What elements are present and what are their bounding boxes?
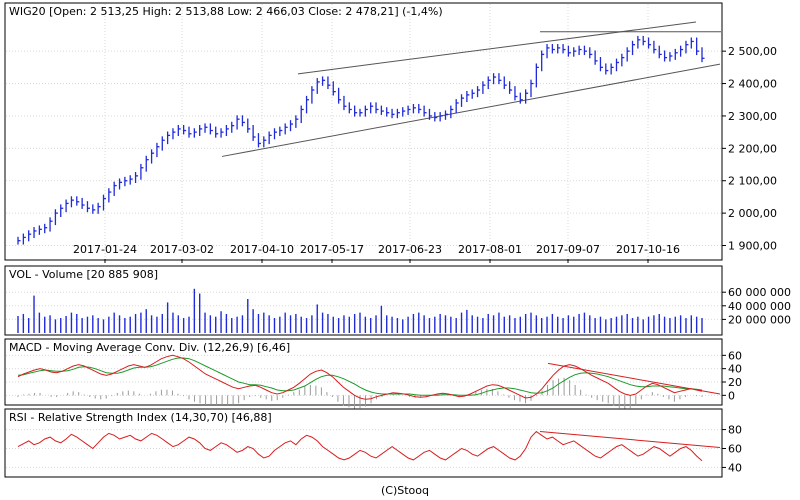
price-y-tick-label: 2 200,00 [728, 142, 777, 155]
copyright-footer: (C)Stooq [381, 484, 429, 497]
price-y-ticks: 1 900,00 2 000,00 2 100,00 2 200,00 2 300,00… [722, 45, 777, 253]
price-x-tick-label: 2017-03-02 [150, 243, 214, 256]
lower-channel-line [221, 63, 721, 157]
macd-title: MACD - Moving Average Conv. Div. (12,26,… [9, 341, 290, 354]
macd-y-tick-label: 60 [728, 349, 742, 362]
rsi-trendline [539, 430, 721, 449]
macd-trendline [547, 362, 721, 395]
price-y-tick-label: 2 000,00 [728, 207, 777, 220]
price-x-ticks: 2017-01-24 2017-03-02 2017-04-10 2017-05-17… [73, 243, 680, 263]
price-x-tick-label: 2017-01-24 [73, 243, 137, 256]
price-y-tick-label: 1 900,00 [728, 240, 777, 253]
macd-frame [4, 338, 723, 406]
price-frame [4, 2, 723, 261]
volume-grid [6, 291, 721, 320]
rsi-y-tick-label: 40 [728, 461, 742, 474]
volume-title: VOL - Volume [20 885 908] [9, 268, 158, 281]
rsi-red-trendline [539, 430, 721, 449]
rsi-title: RSI - Relative Strength Index (14,30,70)… [9, 411, 272, 424]
price-x-tick-label: 2017-08-01 [458, 243, 522, 256]
rsi-y-ticks: 40 60 80 [722, 424, 742, 474]
macd-y-tick-label: 20 [728, 376, 742, 389]
price-channel [221, 21, 721, 157]
volume-y-tick-label: 60 000 000 [728, 286, 791, 299]
macd-lines [17, 354, 703, 400]
price-x-tick-label: 2017-09-07 [536, 243, 600, 256]
macd-red-trendline [547, 362, 721, 395]
rsi-y-tick-label: 80 [728, 424, 742, 437]
volume-y-tick-label: 20 000 000 [728, 313, 791, 326]
rsi-grid [6, 429, 721, 468]
rsi-line [17, 430, 703, 462]
price-x-tick-label: 2017-05-17 [300, 243, 364, 256]
volume-y-tick-label: 40 000 000 [728, 300, 791, 313]
macd-y-tick-label: 40 [728, 363, 742, 376]
price-y-tick-label: 2 500,00 [728, 45, 777, 58]
upper-channel-line [297, 21, 697, 75]
rsi-panel: 40 60 80 RSI - Relative Strength Index (14… [4, 408, 742, 478]
price-y-tick-label: 2 400,00 [728, 78, 777, 91]
rsi-lines [17, 430, 703, 462]
price-x-tick-label: 2017-06-23 [378, 243, 442, 256]
rsi-y-tick-label: 60 [728, 443, 742, 456]
price-panel: 1 900,00 2 000,00 2 100,00 2 200,00 2 300,00… [4, 2, 777, 263]
macd-line [17, 354, 703, 400]
rsi-frame [4, 408, 723, 478]
price-x-tick-label: 2017-04-10 [230, 243, 294, 256]
price-y-tick-label: 2 100,00 [728, 175, 777, 188]
macd-grid [6, 354, 721, 396]
volume-bars [17, 288, 703, 333]
price-series [17, 35, 705, 245]
price-x-tick-label: 2017-10-16 [616, 243, 680, 256]
price-title: WIG20 [Open: 2 513,25 High: 2 513,88 Low… [9, 5, 443, 18]
price-y-tick-label: 2 300,00 [728, 110, 777, 123]
macd-y-tick-label: 0 [728, 389, 735, 402]
